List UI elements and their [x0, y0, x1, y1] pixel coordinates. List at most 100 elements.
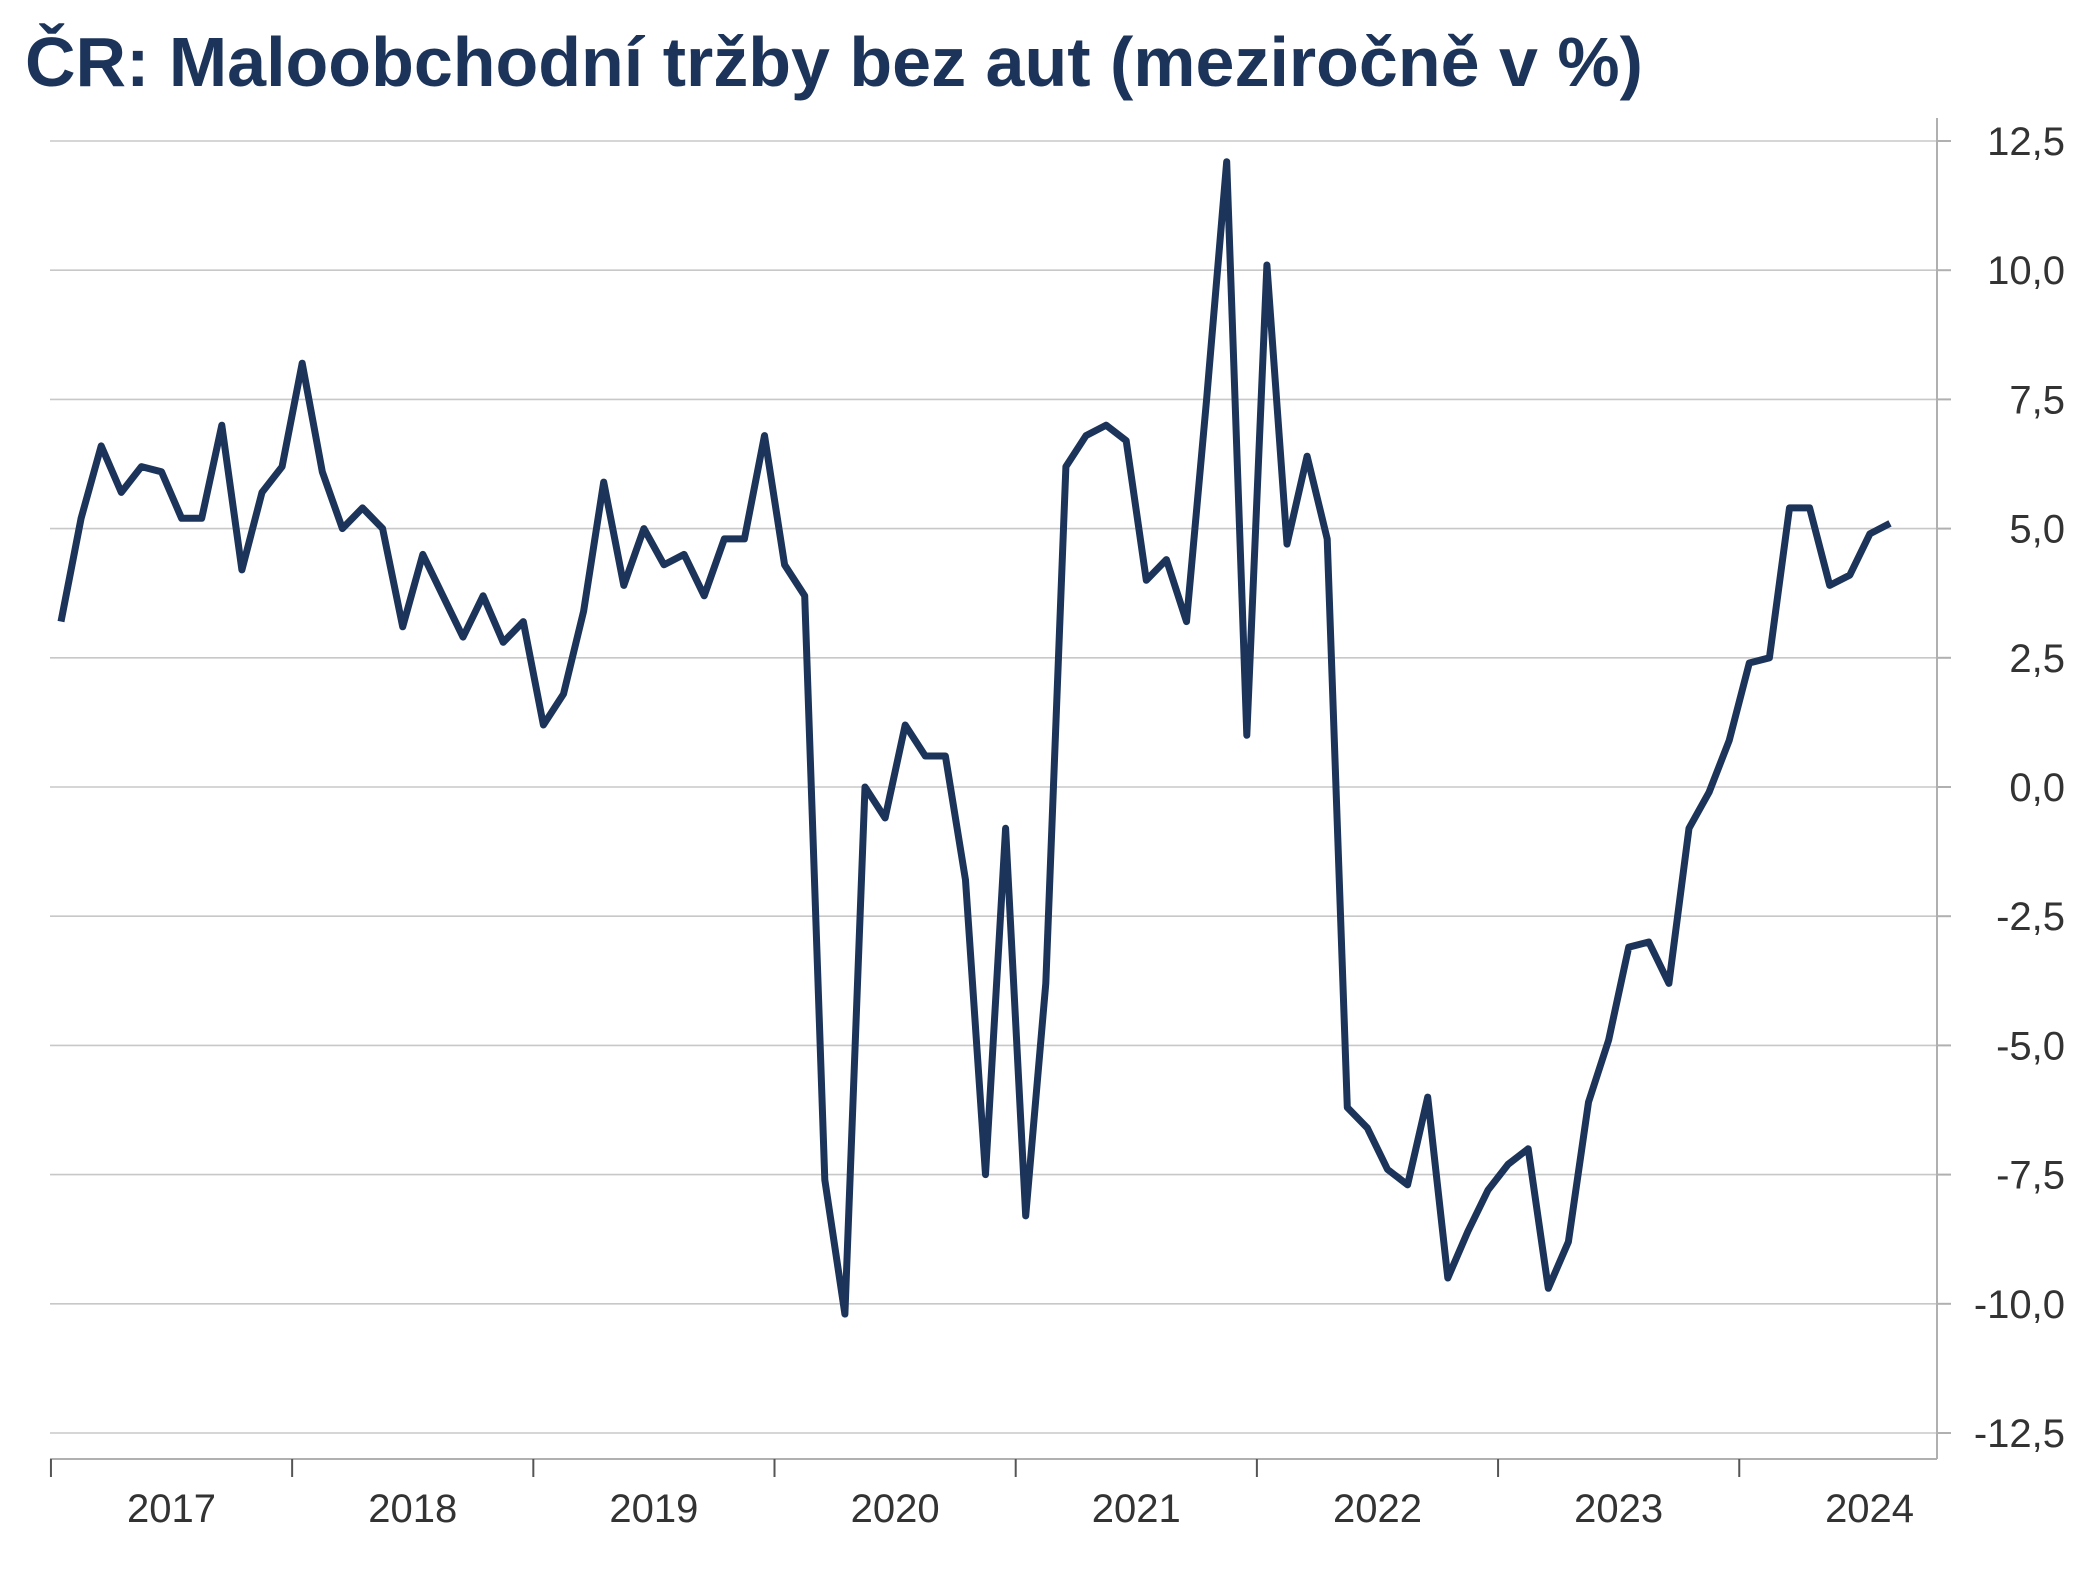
data-point: [379, 525, 386, 532]
x-year-label: 2022: [1333, 1487, 1422, 1531]
data-point: [1746, 660, 1753, 667]
data-point: [439, 592, 446, 599]
data-point: [862, 784, 869, 791]
data-point: [1002, 825, 1009, 832]
data-point: [1686, 825, 1693, 832]
data-point: [1464, 1228, 1471, 1235]
data-point: [1665, 980, 1672, 987]
data-point: [1284, 541, 1291, 548]
data-point: [78, 515, 85, 522]
data-point: [118, 489, 125, 496]
data-point: [781, 561, 788, 568]
data-point: [1344, 1104, 1351, 1111]
data-point: [882, 815, 889, 822]
series-line: [57, 158, 1892, 1318]
data-point: [761, 432, 768, 439]
data-point: [1304, 453, 1311, 460]
data-point: [1605, 1037, 1612, 1044]
data-point: [138, 463, 145, 470]
x-axis-year-labels: 2017 2018 2019 2020 2021 2022 2023 2024: [127, 1487, 1914, 1531]
data-point: [640, 525, 647, 532]
x-year-label: 2019: [609, 1487, 698, 1531]
data-point: [198, 515, 205, 522]
data-point: [339, 525, 346, 532]
data-point: [359, 504, 366, 511]
data-point: [1083, 432, 1090, 439]
data-point: [1525, 1145, 1532, 1152]
y-tick-label: 10,0: [1987, 249, 2065, 293]
data-point: [1424, 1094, 1431, 1101]
data-point: [1806, 504, 1813, 511]
data-point: [721, 535, 728, 542]
data-point: [1384, 1166, 1391, 1173]
data-point: [1022, 1212, 1029, 1219]
data-point: [1042, 980, 1049, 987]
data-point: [1585, 1099, 1592, 1106]
x-year-label: 2018: [368, 1487, 457, 1531]
data-point: [238, 566, 245, 573]
data-point: [58, 618, 65, 625]
y-tick-label: 0,0: [2009, 766, 2065, 810]
axes: [49, 118, 1951, 1477]
data-point: [319, 468, 326, 475]
data-point: [1485, 1187, 1492, 1194]
data-point: [922, 753, 929, 760]
data-point: [620, 582, 627, 589]
y-tick-label: -12,5: [1974, 1412, 2065, 1456]
data-point: [1203, 396, 1210, 403]
data-point: [1866, 530, 1873, 537]
x-year-label: 2024: [1825, 1487, 1914, 1531]
data-point: [1826, 582, 1833, 589]
data-point: [1223, 158, 1230, 165]
data-point: [982, 1171, 989, 1178]
data-point: [1404, 1181, 1411, 1188]
data-point: [1103, 422, 1110, 429]
data-point: [1444, 1275, 1451, 1282]
y-tick-label: -5,0: [1996, 1024, 2065, 1068]
data-point: [259, 489, 266, 496]
data-point: [299, 360, 306, 367]
y-axis-tick-labels: 12,5 10,0 7,5 5,0 2,5 0,0 -2,5 -5,0 -7,5 -10,0 -12…: [1974, 120, 2065, 1456]
data-point: [1706, 789, 1713, 796]
data-point: [560, 691, 567, 698]
y-tick-label: -2,5: [1996, 895, 2065, 939]
data-point: [1786, 504, 1793, 511]
y-tick-label: 5,0: [2009, 508, 2065, 552]
data-point: [1324, 535, 1331, 542]
data-point: [460, 634, 467, 641]
data-point: [942, 753, 949, 760]
data-point: [1645, 939, 1652, 946]
data-point: [1062, 463, 1069, 470]
data-point: [1263, 262, 1270, 269]
data-point: [1163, 556, 1170, 563]
data-point: [1766, 654, 1773, 661]
data-point: [580, 608, 587, 615]
data-point: [1887, 520, 1894, 527]
x-year-label: 2017: [127, 1487, 216, 1531]
data-point: [902, 722, 909, 729]
data-point: [741, 535, 748, 542]
gridlines: [50, 140, 1937, 1434]
data-point: [480, 592, 487, 599]
data-point: [821, 1176, 828, 1183]
data-point: [1243, 732, 1250, 739]
series-layer: [57, 158, 1894, 1318]
data-point: [1143, 577, 1150, 584]
data-point: [1726, 737, 1733, 744]
y-tick-label: 7,5: [2009, 378, 2065, 422]
data-point: [1505, 1161, 1512, 1168]
x-year-label: 2020: [851, 1487, 940, 1531]
data-point: [98, 442, 105, 449]
data-point: [1364, 1125, 1371, 1132]
y-tick-label: -10,0: [1974, 1283, 2065, 1327]
data-point: [279, 463, 286, 470]
data-point: [1545, 1285, 1552, 1292]
data-point: [218, 422, 225, 429]
data-point: [701, 592, 708, 599]
y-tick-label: 2,5: [2009, 637, 2065, 681]
x-year-label: 2023: [1574, 1487, 1663, 1531]
data-point: [962, 877, 969, 884]
data-point: [1123, 437, 1130, 444]
data-point: [1183, 618, 1190, 625]
